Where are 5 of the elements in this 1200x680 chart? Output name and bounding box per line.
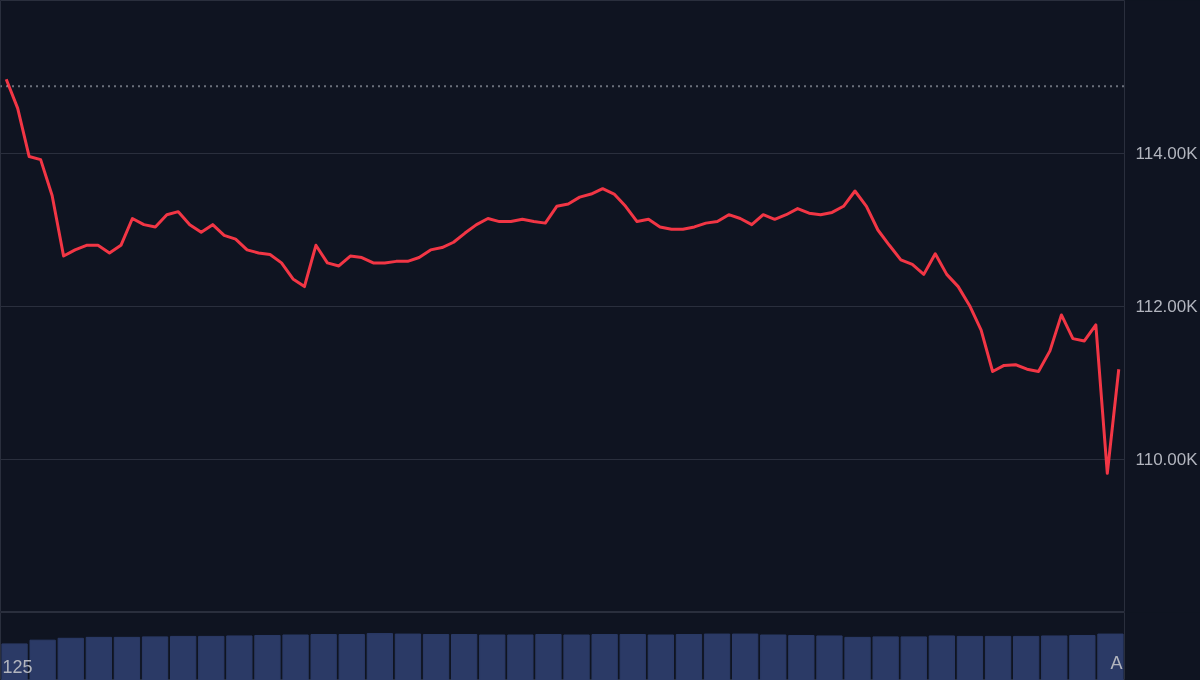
annotation: A: [1110, 653, 1123, 674]
annotation: 125: [2, 657, 33, 678]
y-tick-label: 114.00K: [1135, 144, 1199, 163]
y-tick-label: 110.00K: [1135, 450, 1199, 469]
y-tick-label: 112.00K: [1135, 297, 1199, 316]
